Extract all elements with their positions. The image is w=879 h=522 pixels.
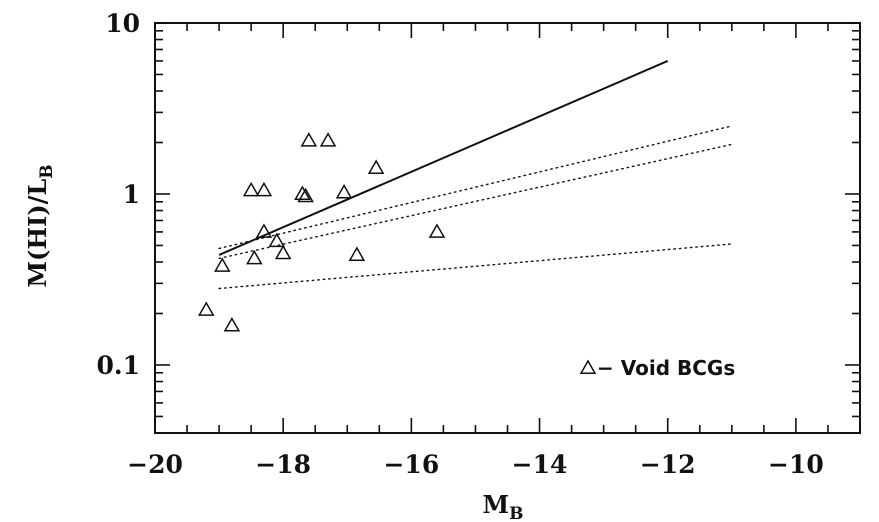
data-point-triangle [367, 159, 385, 174]
data-point-triangle [335, 183, 353, 199]
data-point-triangle [242, 181, 260, 197]
y-tick-label: 10 [105, 9, 140, 38]
data-point-triangle [255, 181, 273, 197]
x-tick-label: −18 [255, 450, 311, 479]
data-markers [197, 132, 446, 332]
y-axis-title: M(HI)/LB [23, 164, 57, 287]
data-point-triangle [197, 301, 215, 316]
data-point-triangle [268, 232, 286, 248]
dotted-relation-line [218, 143, 733, 260]
x-tick-label: −12 [640, 450, 696, 479]
x-axis-title: MB [483, 490, 524, 522]
data-point-triangle [294, 185, 311, 200]
x-tick-labels: −20 −18 −16 −14 −12 −10 [127, 450, 824, 479]
x-tick-label: −16 [383, 450, 439, 479]
solid-relation-line [218, 60, 669, 256]
data-point-triangle [428, 223, 446, 238]
legend: − Void BCGs [579, 356, 735, 380]
x-tick-label: −14 [512, 450, 568, 479]
data-point-triangle [300, 132, 318, 147]
x-tick-label: −20 [127, 450, 183, 479]
legend-triangle-icon [579, 359, 597, 374]
data-point-triangle [246, 249, 263, 265]
plot-frame [154, 22, 861, 434]
x-tick-label: −10 [768, 450, 824, 479]
series-lines [218, 60, 733, 290]
legend-label: − Void BCGs [597, 356, 735, 380]
y-tick-label: 1 [123, 180, 140, 209]
y-tick-label: 0.1 [97, 351, 141, 380]
y-tick-labels: 0.1 1 10 [97, 9, 141, 380]
data-point-triangle [297, 187, 314, 203]
data-point-triangle [348, 246, 366, 261]
data-point-triangle [223, 317, 241, 332]
axis-ticks [154, 22, 861, 434]
data-point-triangle [319, 132, 337, 147]
data-point-triangle [274, 244, 292, 260]
dotted-relation-line [218, 243, 733, 290]
dotted-relation-line [218, 125, 733, 250]
data-point-triangle [214, 257, 231, 272]
data-point-triangle [255, 223, 273, 238]
